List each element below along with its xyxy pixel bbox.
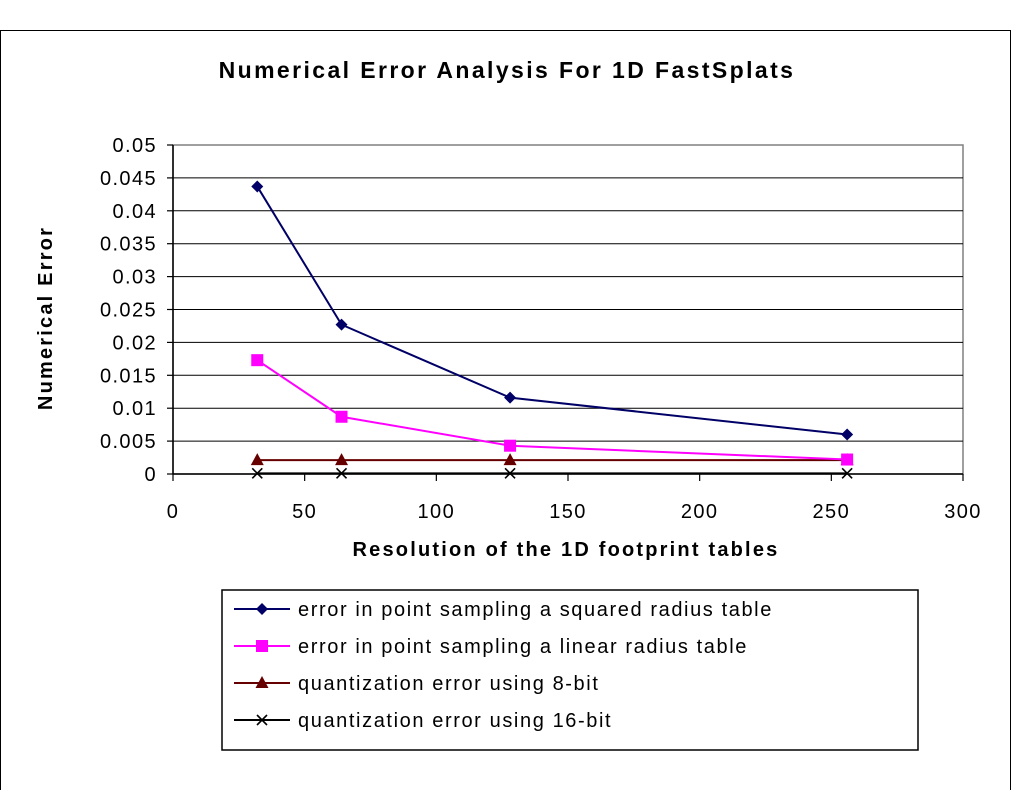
series-4	[251, 467, 853, 479]
x-tick-label: 150	[549, 501, 587, 523]
data-point	[335, 467, 348, 479]
legend-box	[221, 589, 919, 751]
legend-item-1: error in point sampling a squared radius…	[234, 599, 773, 621]
y-tick-label: 0.015	[100, 365, 157, 387]
series-line	[256, 185, 848, 436]
legend-marker	[256, 640, 268, 652]
legend-item-2: error in point sampling a linear radius …	[234, 636, 748, 658]
legend-marker	[256, 714, 268, 726]
legend-marker	[255, 676, 269, 688]
data-point	[504, 439, 517, 452]
data-point	[503, 453, 517, 466]
series-2	[251, 354, 854, 466]
legend-marker	[256, 603, 268, 615]
x-axis-ticks: 0 50 100 150 200 250 300	[167, 473, 982, 523]
series-1	[251, 180, 854, 441]
grid-lines	[173, 177, 963, 442]
x-tick-label: 200	[681, 501, 719, 523]
legend-label: error in point sampling a linear radius …	[298, 636, 748, 658]
legend-label: quantization error using 8-bit	[298, 673, 599, 695]
x-tick-label: 0	[167, 501, 180, 523]
legend-label: error in point sampling a squared radius…	[298, 599, 773, 621]
y-tick-label: 0.04	[112, 201, 157, 223]
chart-frame	[0, 30, 1011, 790]
series-line	[256, 359, 848, 461]
data-point	[251, 354, 264, 367]
y-axis-ticks: 0 0.005 0.01 0.015 0.02 0.025 0.03 0.035 0.04 0.0…	[100, 135, 174, 486]
data-point	[504, 391, 517, 404]
legend-label: quantization error using 16-bit	[298, 710, 612, 732]
y-tick-label: 0.03	[112, 267, 157, 289]
data-point	[335, 453, 349, 466]
line-chart: Numerical Error Analysis For 1D FastSpla…	[35, 57, 982, 751]
y-tick-label: 0.02	[112, 332, 157, 354]
y-tick-label: 0	[144, 464, 157, 486]
y-tick-label: 0.045	[100, 168, 157, 190]
y-tick-label: 0.01	[112, 398, 157, 420]
legend-item-3: quantization error using 8-bit	[234, 673, 599, 695]
y-tick-label: 0.025	[100, 300, 157, 322]
data-point	[841, 428, 854, 441]
x-tick-label: 250	[813, 501, 851, 523]
legend-item-4: quantization error using 16-bit	[234, 710, 612, 732]
y-tick-label: 0.035	[100, 234, 157, 256]
data-point	[251, 180, 264, 193]
data-point	[335, 318, 348, 331]
data-point	[841, 467, 853, 479]
data-point	[251, 467, 263, 479]
legend: error in point sampling a squared radius…	[234, 599, 773, 732]
data-point	[335, 410, 348, 423]
x-tick-label: 100	[418, 501, 456, 523]
data-point	[504, 467, 516, 479]
y-tick-label: 0.005	[100, 431, 157, 453]
x-axis-title: Resolution of the 1D footprint tables	[353, 539, 780, 561]
y-axis-title: Numerical Error	[35, 226, 57, 410]
data-point	[250, 453, 264, 466]
data-point	[841, 453, 854, 466]
y-tick-label: 0.05	[112, 135, 157, 157]
chart-title: Numerical Error Analysis For 1D FastSpla…	[219, 57, 796, 83]
x-tick-label: 50	[292, 501, 317, 523]
x-tick-label: 300	[944, 501, 982, 523]
series-group	[250, 180, 854, 479]
